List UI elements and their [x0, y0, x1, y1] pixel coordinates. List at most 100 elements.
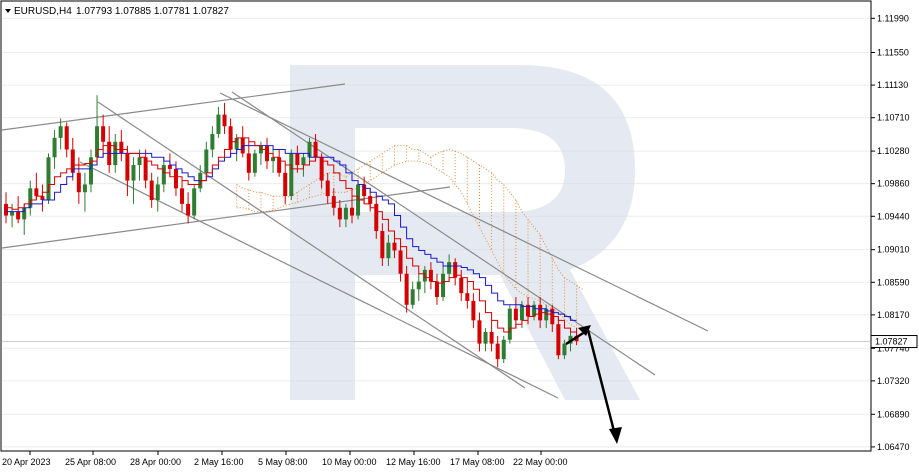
candle-bear — [380, 231, 385, 259]
candle-bear — [119, 141, 124, 154]
candle-bear — [526, 304, 531, 317]
candle-bear — [398, 250, 403, 274]
candle-bull — [161, 165, 166, 185]
time-tick-label: 17 May 08:00 — [450, 457, 505, 467]
time-tick-label: 10 May 00:00 — [322, 457, 377, 467]
candle-bear — [34, 188, 39, 197]
candle-bear — [349, 207, 354, 216]
forecast-arrow-down-shaft — [586, 329, 617, 436]
candle-bear — [477, 320, 482, 344]
candle-bear — [101, 126, 106, 142]
candle-bull — [507, 308, 512, 340]
candle-bull — [501, 339, 506, 360]
candle-bear — [489, 331, 494, 344]
price-tick-label: 1.11130 — [877, 80, 908, 90]
candle-bull — [252, 153, 257, 173]
cloud-span-a — [236, 145, 583, 290]
forecast-arrow-down-head — [609, 427, 622, 444]
candles-layer — [4, 95, 579, 367]
chart-header[interactable]: EURUSD,H4 1.07793 1.07885 1.07781 1.0782… — [5, 6, 229, 17]
price-tick-label: 1.10710 — [877, 113, 910, 123]
candle-bull — [137, 157, 142, 166]
price-axis[interactable]: 1.11990 1.11550 1.11130 1.10710 1.10280 1.098… — [871, 13, 910, 452]
candle-bull — [562, 343, 567, 356]
candle-bear — [325, 180, 330, 197]
candle-bull — [441, 273, 446, 298]
candle-bear — [16, 211, 21, 220]
candle-bull — [88, 157, 93, 185]
candle-bull — [22, 207, 27, 220]
candle-bear — [428, 269, 433, 282]
candle-bull — [46, 157, 51, 200]
price-tick-label: 1.11990 — [877, 13, 909, 23]
resistance-line-1[interactable] — [219, 92, 709, 332]
time-tick-label: 22 May 00:00 — [513, 457, 568, 467]
candle-bull — [216, 114, 221, 134]
candle-bear — [64, 126, 69, 150]
candle-bull — [289, 153, 294, 197]
candle-bull — [532, 304, 537, 317]
current-price-box — [870, 335, 918, 349]
candle-bull — [95, 126, 100, 158]
price-tick-label: 1.10280 — [877, 146, 910, 156]
candle-bull — [204, 149, 209, 173]
candle-bull — [192, 188, 197, 216]
candle-bear — [465, 293, 470, 301]
candle-bull — [343, 207, 348, 220]
candle-bear — [40, 196, 45, 200]
candle-bull — [234, 137, 239, 150]
candle-bear — [246, 153, 251, 173]
price-tick-label: 1.06890 — [877, 409, 910, 419]
time-tick-label: 2 May 16:00 — [194, 457, 244, 467]
candle-bear — [222, 114, 227, 127]
time-axis[interactable]: 20 Apr 2023 25 Apr 08:00 28 Apr 00:00 2 May… — [2, 451, 568, 467]
candle-bear — [283, 172, 288, 197]
support-line-2[interactable] — [79, 161, 559, 399]
candle-bull — [155, 184, 160, 200]
candle-bear — [76, 172, 81, 193]
time-tick-label: 20 Apr 2023 — [2, 457, 51, 467]
candle-bull — [52, 137, 57, 158]
candle-bull — [82, 184, 87, 193]
candle-bull — [447, 262, 452, 274]
candle-bear — [556, 324, 561, 356]
candle-bear — [404, 273, 409, 305]
kijun-sen-line — [6, 145, 577, 321]
upper-channel-line[interactable] — [1, 83, 346, 131]
price-tick-label: 1.06470 — [877, 442, 910, 452]
candle-bear — [471, 300, 476, 321]
candle-bear — [331, 196, 336, 208]
time-tick-label: 5 May 08:00 — [258, 457, 308, 467]
candle-bear — [392, 242, 397, 251]
candle-bull — [386, 242, 391, 259]
candle-bear — [167, 165, 172, 169]
candle-bear — [434, 281, 439, 298]
price-tick-label: 1.09010 — [877, 245, 910, 255]
candle-bull — [210, 133, 215, 150]
candle-bear — [495, 343, 500, 360]
candle-bear — [453, 262, 458, 278]
candle-bull — [483, 331, 488, 344]
price-tick-label: 1.09440 — [877, 211, 910, 221]
candle-bear — [295, 153, 300, 166]
price-tick-label: 1.08170 — [877, 310, 910, 320]
forecast-arrow-up-head — [578, 325, 591, 336]
triangle-down-icon[interactable] — [5, 9, 11, 13]
candle-bear — [459, 277, 464, 294]
candle-bear — [143, 157, 148, 181]
candle-bull — [410, 289, 415, 305]
candle-bull — [58, 126, 63, 138]
candle-bear — [4, 203, 8, 216]
candle-bear — [362, 184, 367, 197]
lower-channel-line[interactable] — [1, 186, 451, 249]
candle-bull — [131, 165, 136, 181]
candle-bear — [186, 203, 191, 216]
price-tick-label: 1.09860 — [877, 179, 910, 189]
support-line-1[interactable] — [97, 101, 526, 389]
candle-bear — [368, 196, 373, 204]
candle-bear — [70, 149, 75, 173]
price-tick-label: 1.07320 — [877, 376, 910, 386]
indicator-lines-layer — [6, 137, 578, 336]
